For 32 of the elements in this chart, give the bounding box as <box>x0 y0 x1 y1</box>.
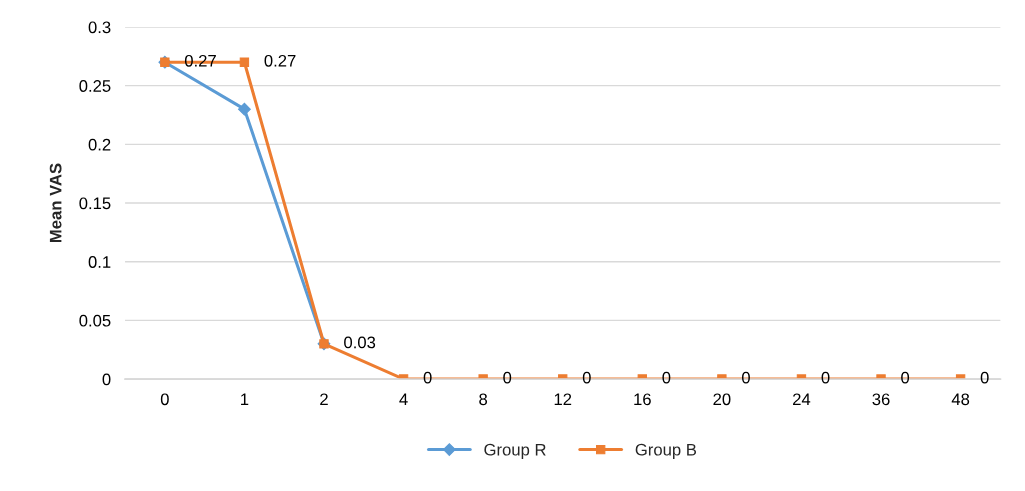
data-label: 0 <box>423 371 432 384</box>
y-tick-label: 0 <box>102 373 111 386</box>
data-label: 0 <box>582 371 591 384</box>
data-label: 0.27 <box>264 54 296 67</box>
x-tick-label: 16 <box>634 393 651 406</box>
data-label: 0 <box>901 371 910 384</box>
legend-label: Group R <box>484 443 546 459</box>
y-tick-label: 0.05 <box>79 314 111 327</box>
y-tick-label: 0.1 <box>88 256 111 268</box>
x-tick-label: 48 <box>951 393 970 406</box>
data-label: 0 <box>662 371 671 384</box>
y-tick-label: 0.25 <box>79 80 111 92</box>
data-label: 0 <box>980 371 989 384</box>
y-tick-label: 0.3 <box>88 21 111 34</box>
y-tick-label: 0.2 <box>88 138 111 151</box>
legend-label: Group B <box>635 443 697 459</box>
data-label: 0 <box>741 371 750 384</box>
x-tick-label: 8 <box>479 393 488 406</box>
x-tick-label: 0 <box>160 393 169 406</box>
data-label: 0 <box>821 371 830 384</box>
x-tick-label: 36 <box>872 393 890 406</box>
x-tick-label: 4 <box>399 393 408 406</box>
y-axis-title: Mean VAS <box>49 163 62 243</box>
data-label: 0 <box>503 371 512 384</box>
y-tick-label: 0.15 <box>79 197 111 210</box>
x-tick-label: 2 <box>320 393 328 406</box>
x-tick-label: 12 <box>554 393 572 406</box>
data-label: 0.27 <box>184 54 216 67</box>
x-tick-label: 1 <box>241 393 249 406</box>
data-label: 0.03 <box>344 336 376 349</box>
x-tick-label: 20 <box>713 393 731 406</box>
x-tick-label: 24 <box>793 393 811 406</box>
